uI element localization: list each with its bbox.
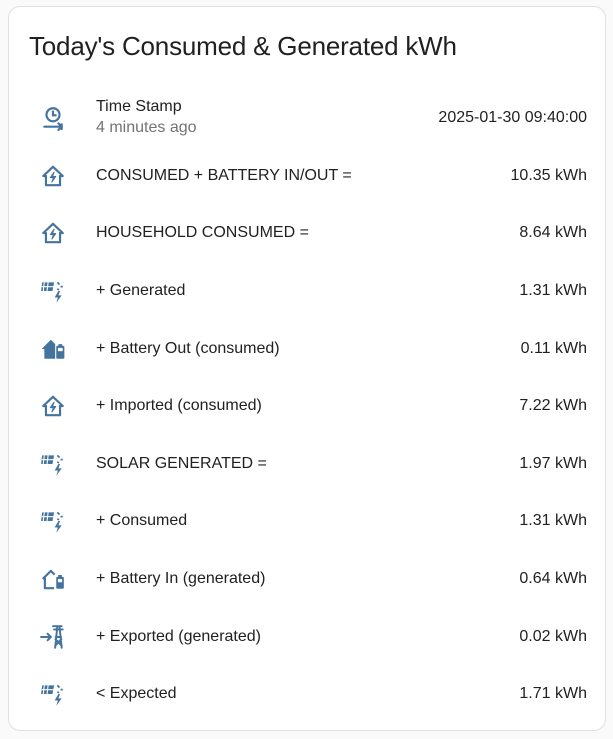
entity-row[interactable]: CONSUMED + BATTERY IN/OUT = 10.35 kWh (9, 147, 605, 205)
entity-row[interactable]: + Battery Out (consumed) 0.11 kWh (9, 320, 605, 378)
entity-name: + Imported (consumed) (96, 397, 262, 415)
entity-value: 0.11 kWh (520, 339, 587, 357)
entity-value: 1.31 kWh (519, 281, 587, 299)
solar-power-icon (40, 681, 66, 707)
home-lightning-icon (40, 163, 66, 189)
solar-power-icon (40, 278, 66, 304)
timestamp-label: Time Stamp (96, 98, 182, 116)
home-lightning-icon (40, 393, 66, 419)
entity-value: 10.35 kWh (510, 166, 587, 184)
entity-row-timestamp[interactable]: Time Stamp 4 minutes ago 2025-01-30 09:4… (9, 89, 605, 147)
entity-value: 0.02 kWh (519, 627, 587, 645)
entity-name: + Battery Out (consumed) (96, 339, 280, 357)
entity-row[interactable]: + Generated 1.31 kWh (9, 262, 605, 320)
card-title: Today's Consumed & Generated kWh (29, 31, 457, 61)
entity-name: CONSUMED + BATTERY IN/OUT = (96, 166, 352, 184)
entity-row[interactable]: < Expected 1.71 kWh (9, 665, 605, 723)
entity-value: 1.31 kWh (519, 512, 587, 530)
solar-power-icon (40, 451, 66, 477)
entity-row[interactable]: + Exported (generated) 0.02 kWh (9, 608, 605, 666)
entity-row[interactable]: HOUSEHOLD CONSUMED = 8.64 kWh (9, 205, 605, 263)
entity-row[interactable]: SOLAR GENERATED = 1.97 kWh (9, 435, 605, 493)
home-battery-outline-icon (40, 566, 66, 592)
entity-name: HOUSEHOLD CONSUMED = (96, 224, 309, 242)
transmission-tower-import-icon (40, 624, 66, 650)
entity-value: 1.97 kWh (519, 454, 587, 472)
entity-name: < Expected (96, 685, 177, 703)
clock-arrow-icon (40, 105, 66, 131)
energy-card: Today's Consumed & Generated kWh Time St… (8, 6, 606, 731)
entity-row[interactable]: + Imported (consumed) 7.22 kWh (9, 377, 605, 435)
timestamp-relative: 4 minutes ago (96, 119, 197, 137)
entity-value: 1.71 kWh (519, 685, 587, 703)
entity-value: 0.64 kWh (519, 569, 587, 587)
entity-name: SOLAR GENERATED = (96, 454, 267, 472)
entity-rows: Time Stamp 4 minutes ago 2025-01-30 09:4… (9, 89, 605, 723)
entity-value: 8.64 kWh (519, 224, 587, 242)
entity-name: + Exported (generated) (96, 627, 261, 645)
entity-name: + Consumed (96, 512, 188, 530)
home-battery-icon (40, 336, 66, 362)
timestamp-value: 2025-01-30 09:40:00 (438, 109, 587, 126)
entity-row[interactable]: + Battery In (generated) 0.64 kWh (9, 550, 605, 608)
home-lightning-icon (40, 220, 66, 246)
entity-name: + Battery In (generated) (96, 569, 266, 587)
timestamp-name: Time Stamp 4 minutes ago (96, 96, 197, 138)
entity-row[interactable]: + Consumed 1.31 kWh (9, 493, 605, 551)
entity-value: 7.22 kWh (519, 397, 587, 415)
solar-power-icon (40, 508, 66, 534)
entity-name: + Generated (96, 281, 186, 299)
